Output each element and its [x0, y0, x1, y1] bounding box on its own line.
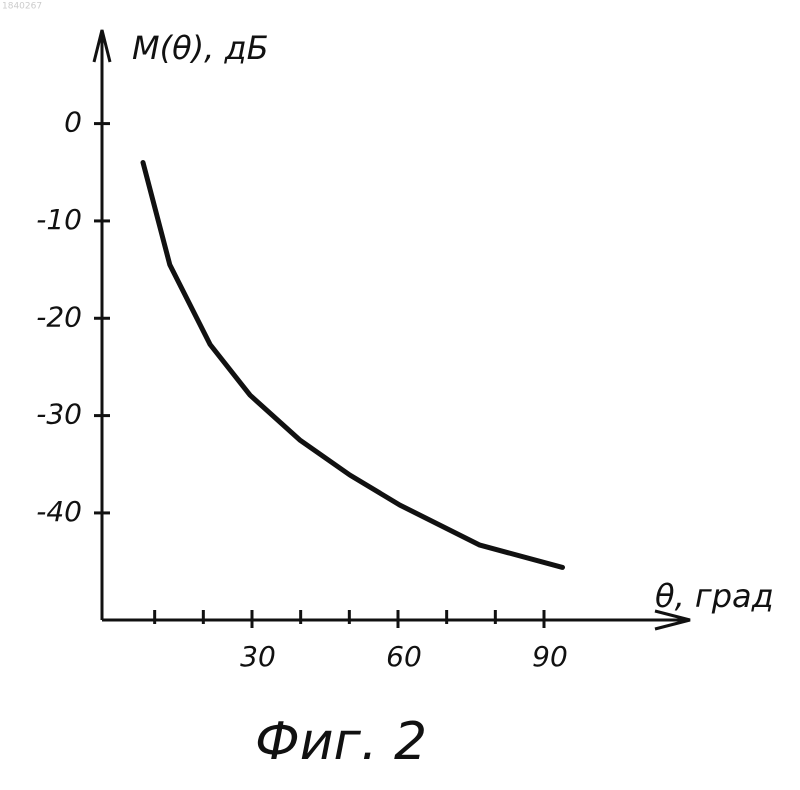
figure-caption: Фиг. 2	[255, 712, 427, 772]
x-tick-label: 90	[532, 640, 568, 673]
y-tick-label: 0	[64, 106, 82, 139]
y-tick-label: -30	[36, 398, 82, 431]
chart: 1840267 M(θ), дБ θ, град Фиг. 2 0 -10 -20 -…	[0, 0, 800, 790]
x-tick-label: 30	[240, 640, 276, 673]
x-tick-label: 60	[386, 640, 422, 673]
y-tick-label: -20	[36, 300, 82, 333]
x-axis-label: θ, град	[655, 577, 774, 615]
y-tick-label: -40	[36, 495, 82, 528]
data-line	[143, 163, 563, 568]
y-axis-label: M(θ), дБ	[132, 29, 269, 67]
doc-number: 1840267	[2, 2, 42, 12]
y-tick-label: -10	[36, 203, 82, 236]
